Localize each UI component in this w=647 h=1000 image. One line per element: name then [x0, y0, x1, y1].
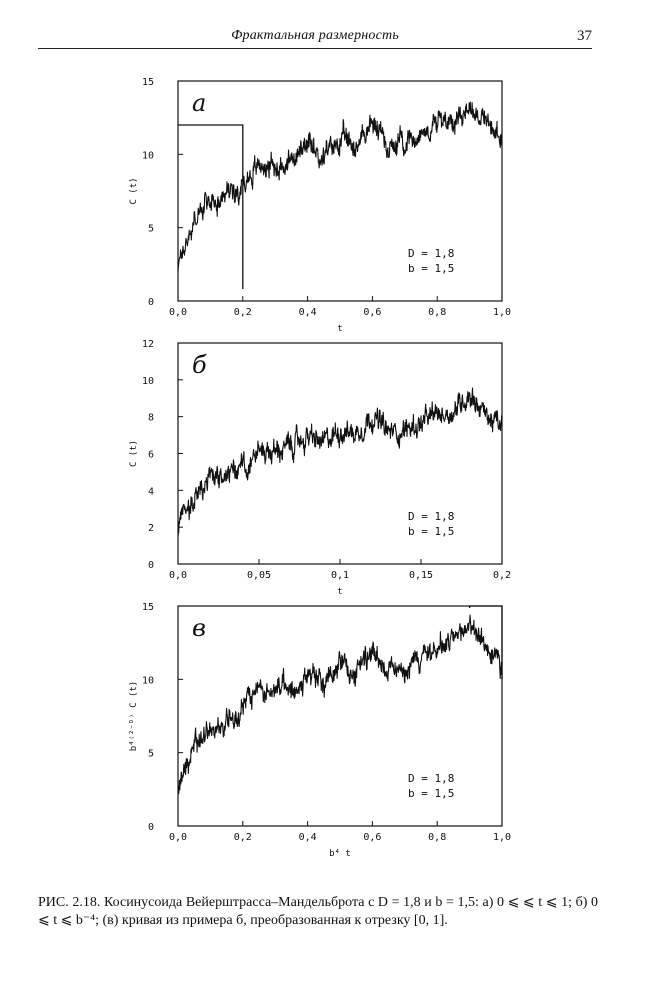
y-tick-label: 6 — [148, 450, 154, 461]
x-axis-label: t — [337, 324, 342, 334]
x-tick-label: 0,0 — [169, 307, 187, 318]
y-axis-label: C (t) — [129, 177, 139, 204]
y-tick-label: 0 — [148, 297, 154, 308]
x-tick-label: 0,4 — [299, 307, 317, 318]
y-tick-label: 15 — [142, 602, 154, 613]
param-d-label: D = 1,8 — [408, 772, 454, 785]
zoom-guide-box — [468, 605, 503, 680]
param-d-label: D = 1,8 — [408, 247, 454, 260]
caption-label: РИС. 2.18. — [38, 895, 101, 910]
y-axis-label: C (t) — [129, 440, 139, 467]
y-tick-label: 0 — [148, 560, 154, 571]
y-tick-label: 15 — [142, 77, 154, 88]
plot-frame-1 — [177, 80, 503, 302]
figure-2-18: 0,0 0,2 0,4 0,6 0,8 1,0 0 5 10 15 C (t) t a D = 1,8 b … — [129, 77, 511, 859]
running-head: Фрактальная размерность 37 — [38, 28, 592, 49]
page-number: 37 — [577, 28, 592, 44]
x-tick-label: 0,15 — [409, 570, 433, 581]
x-tick-label: 1,0 — [493, 307, 511, 318]
x-tick-label: 0,8 — [428, 832, 446, 843]
caption-text: Косинусоида Вейерштрасса–Мандельброта с … — [38, 895, 599, 928]
x-tick-label: 0,8 — [428, 307, 446, 318]
x-tick-label: 1,0 — [493, 832, 511, 843]
x-tick-label: 0,0 — [169, 832, 187, 843]
y-tick-label: 8 — [148, 413, 154, 424]
running-title: Фрактальная размерность — [231, 28, 399, 43]
data-series-line — [177, 614, 503, 795]
x-tick-label: 0,6 — [363, 832, 381, 843]
param-b-label: b = 1,5 — [408, 262, 454, 275]
panel-letter: в — [192, 614, 206, 642]
x-tick-label: 0,2 — [493, 570, 511, 581]
y-tick-label: 5 — [148, 749, 154, 760]
x-tick-label: 0,2 — [234, 307, 252, 318]
figure-caption: РИС. 2.18. Косинусоида Вейерштрасса–Манд… — [38, 894, 598, 930]
y-tick-label: 10 — [142, 675, 154, 686]
y-tick-label: 0 — [148, 822, 154, 833]
x-tick-label: 0,0 — [169, 570, 187, 581]
plot-frame-3 — [177, 605, 503, 827]
y-tick-label: 12 — [142, 339, 154, 350]
y-axis-label: b⁴⁽²⁻ᴰ⁾ C (t) — [129, 681, 139, 751]
x-tick-label: 0,6 — [363, 307, 381, 318]
y-tick-label: 2 — [148, 523, 154, 534]
y-tick-label: 10 — [142, 376, 154, 387]
panel-letter: б — [192, 351, 207, 379]
x-axis-label: t — [337, 587, 342, 597]
y-tick-label: 5 — [148, 224, 154, 235]
x-tick-label: 0,2 — [234, 832, 252, 843]
x-tick-label: 0,05 — [247, 570, 271, 581]
param-b-label: b = 1,5 — [408, 525, 454, 538]
y-tick-label: 10 — [142, 150, 154, 161]
data-series-line — [177, 101, 503, 272]
zoom-guide-box — [178, 124, 244, 289]
param-b-label: b = 1,5 — [408, 787, 454, 800]
x-tick-label: 0,4 — [299, 832, 317, 843]
panel-letter: a — [192, 89, 206, 117]
param-d-label: D = 1,8 — [408, 510, 454, 523]
data-series-line — [177, 387, 503, 537]
y-tick-label: 4 — [148, 486, 154, 497]
x-tick-label: 0,1 — [331, 570, 349, 581]
x-axis-label: b⁴ t — [329, 849, 351, 859]
